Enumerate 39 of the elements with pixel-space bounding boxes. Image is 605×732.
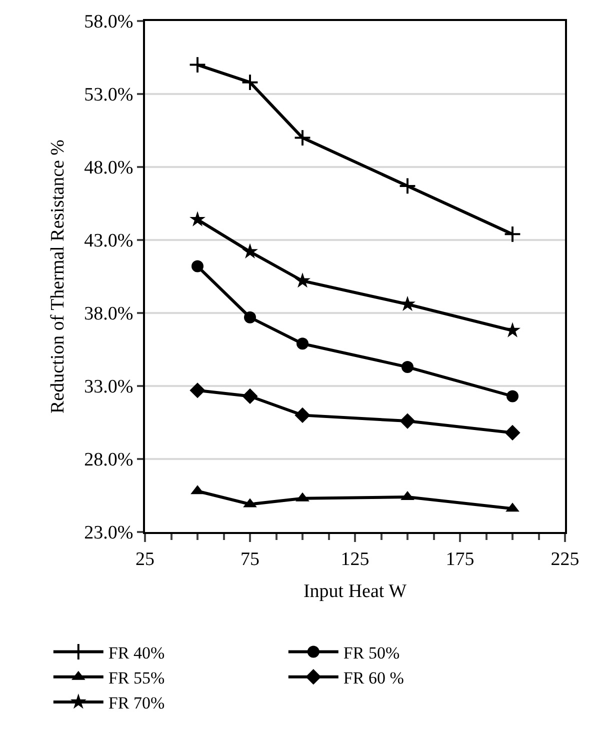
point bbox=[190, 211, 206, 226]
y-tick-label: 53.0% bbox=[84, 84, 134, 106]
x-tick-label: 175 bbox=[446, 548, 474, 570]
x-tick-label: 75 bbox=[240, 548, 260, 570]
legend-label: FR 70% bbox=[108, 694, 165, 713]
x-tick-label: 225 bbox=[550, 548, 580, 570]
point bbox=[192, 260, 204, 272]
point bbox=[398, 177, 416, 195]
point bbox=[506, 390, 518, 402]
point bbox=[242, 388, 258, 404]
point bbox=[294, 407, 310, 423]
legend-label: FR 55% bbox=[108, 668, 165, 688]
y-tick-label: 28.0% bbox=[84, 450, 134, 471]
point bbox=[242, 243, 258, 258]
point bbox=[504, 424, 520, 441]
y-axis-title: Reduction of Thermal Resistance % bbox=[47, 139, 68, 414]
y-tick-label: 23.0% bbox=[84, 522, 134, 544]
point bbox=[190, 382, 206, 398]
y-tick-label: 48.0% bbox=[84, 158, 134, 179]
y-tick-label: 38.0% bbox=[84, 304, 134, 325]
point bbox=[504, 322, 520, 338]
point bbox=[294, 129, 312, 146]
point bbox=[244, 311, 256, 324]
point bbox=[504, 225, 522, 243]
point bbox=[188, 56, 206, 74]
legend-label: FR 50% bbox=[343, 643, 400, 662]
y-tick-label: 43.0% bbox=[84, 230, 134, 252]
x-tick-label: 125 bbox=[340, 548, 370, 570]
x-tick-label: 25 bbox=[136, 548, 154, 570]
point bbox=[400, 413, 416, 429]
x-axis-title: Input Heat W bbox=[303, 581, 407, 602]
point bbox=[296, 338, 308, 350]
point bbox=[294, 272, 310, 288]
y-tick-label: 58.0% bbox=[84, 12, 134, 33]
point bbox=[241, 74, 259, 92]
y-tick-label: 33.0% bbox=[84, 376, 134, 398]
point bbox=[402, 361, 414, 374]
legend-label: FR 40% bbox=[108, 643, 165, 662]
legend-label: FR 60 % bbox=[343, 668, 404, 688]
